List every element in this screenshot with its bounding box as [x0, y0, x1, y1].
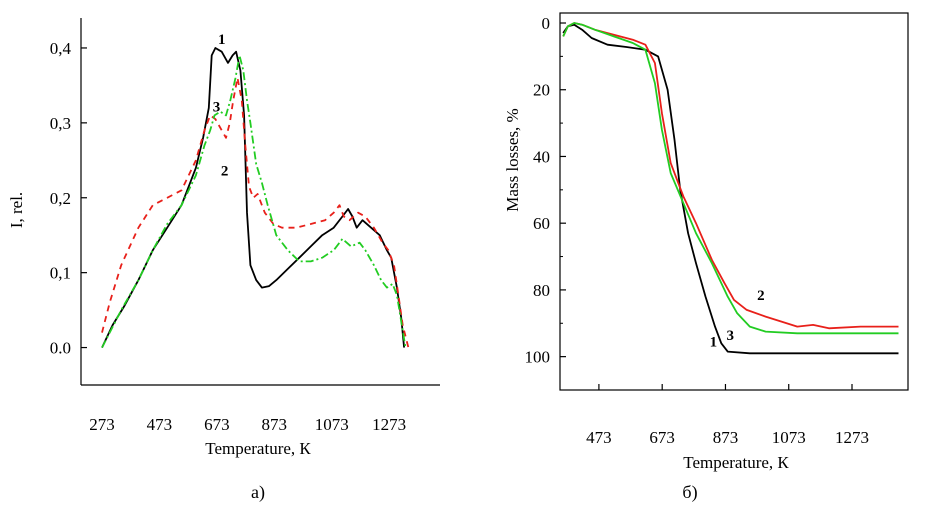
y-tick-label: 80 [533, 281, 550, 300]
panel-caption: б) [682, 482, 697, 503]
series-label-1: 1 [218, 32, 226, 48]
y-axis-label: Mass losses, % [503, 108, 522, 211]
series-line-1 [101, 47, 405, 348]
y-tick-label: 100 [525, 348, 551, 367]
y-tick-label: 0,3 [50, 114, 71, 133]
x-tick-label: 673 [649, 428, 675, 447]
x-tick-label: 1073 [315, 415, 349, 434]
y-tick-label: 0,1 [50, 264, 71, 283]
x-tick-label: 873 [262, 415, 288, 434]
x-axis-label: Temperature, К [205, 439, 311, 458]
x-tick-label: 673 [204, 415, 230, 434]
chart-panel-a: 0.0 0,1 0,2 0,3 0,4 273 473 673 873 1073 1273 1 2 3… [7, 18, 440, 503]
panel-caption: а) [251, 482, 265, 503]
chart-panel-b: 0 20 40 60 80 100 473 673 873 1073 1273 1 2 3 Tempe… [503, 12, 909, 503]
series-line-3 [101, 54, 407, 349]
x-tick-label: 273 [89, 415, 115, 434]
series-line-2 [562, 22, 899, 330]
x-axis-label: Temperature, К [683, 453, 789, 472]
x-tick-label: 473 [147, 415, 173, 434]
plot-frame [559, 12, 909, 391]
y-tick-label: 20 [533, 81, 550, 100]
series-label-2: 2 [221, 163, 229, 179]
x-tick-label: 1273 [835, 428, 869, 447]
y-tick-label: 0,4 [50, 39, 72, 58]
y-tick-label: 0 [542, 14, 551, 33]
series-line-2 [101, 77, 410, 348]
y-tick-label: 0.0 [50, 339, 71, 358]
x-tick-label: 1073 [772, 428, 806, 447]
series-label-3: 3 [213, 100, 221, 116]
x-tick-label: 473 [586, 428, 612, 447]
y-tick-label: 60 [533, 214, 550, 233]
series-line-3 [562, 22, 899, 335]
y-tick-label: 40 [533, 147, 550, 166]
series-label-2: 2 [757, 288, 765, 304]
series-label-1: 1 [710, 335, 718, 351]
x-tick-label: 873 [713, 428, 739, 447]
x-tick-label: 1273 [372, 415, 406, 434]
series-label-3: 3 [726, 328, 734, 344]
y-axis-label: I, rel. [7, 192, 26, 228]
y-tick-label: 0,2 [50, 189, 71, 208]
series-line-1 [562, 23, 899, 355]
